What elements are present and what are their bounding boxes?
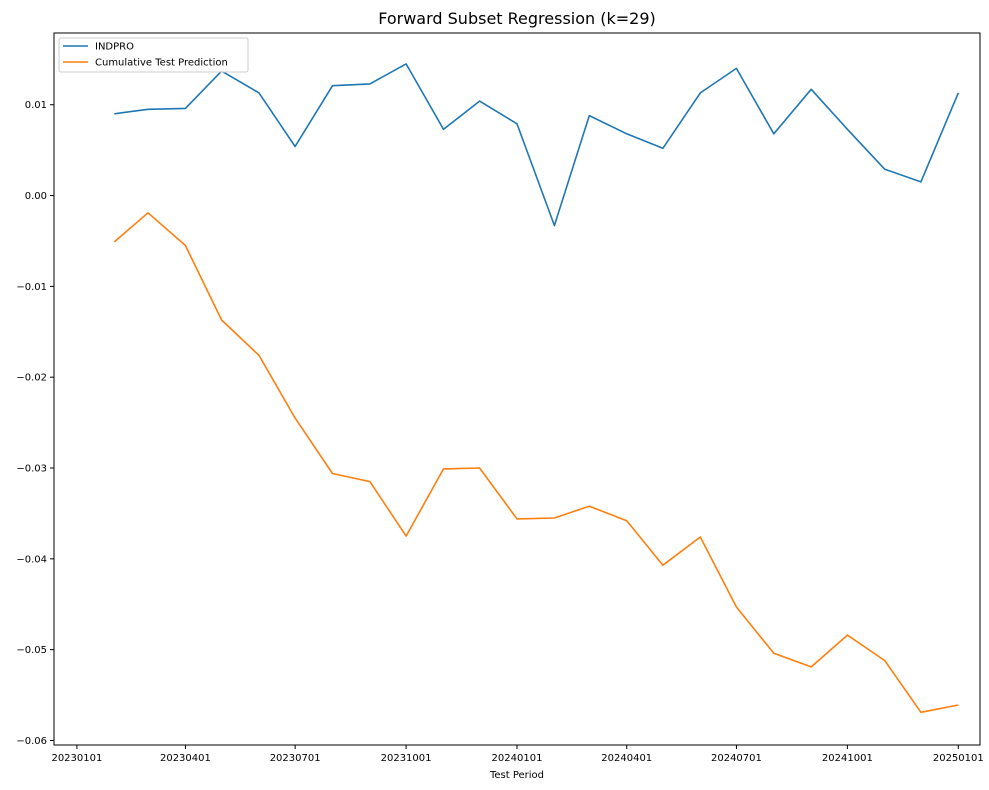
x-axis-label: Test Period: [489, 770, 544, 781]
data-point: [771, 131, 777, 137]
data-point: [330, 83, 336, 89]
data-point: [733, 604, 739, 610]
data-point: [697, 534, 703, 540]
chart-title: Forward Subset Regression (k=29): [378, 9, 656, 28]
y-tick-label: −0.05: [16, 645, 47, 656]
x-tick-label: 20250101: [933, 753, 984, 764]
data-point: [660, 145, 666, 151]
data-point: [477, 465, 483, 471]
data-point: [403, 533, 409, 539]
x-tick-label: 20230401: [160, 753, 211, 764]
data-point: [292, 415, 298, 421]
data-point: [477, 98, 483, 104]
x-tick-label: 20240101: [492, 753, 543, 764]
data-point: [111, 239, 117, 245]
data-point: [256, 352, 262, 358]
x-tick-label: 20231001: [381, 753, 432, 764]
data-point: [111, 111, 117, 117]
x-tick-label: 20240701: [711, 753, 762, 764]
plot-frame: [53, 32, 981, 746]
data-point: [292, 144, 298, 150]
data-point: [918, 709, 924, 715]
x-tick-label: 20230701: [270, 753, 321, 764]
series-line-0: [114, 63, 960, 227]
data-point: [514, 121, 520, 127]
data-point: [844, 126, 850, 132]
y-tick-label: −0.06: [16, 736, 47, 747]
data-point: [697, 90, 703, 96]
data-point: [660, 562, 666, 568]
data-point: [882, 658, 888, 664]
series-line-1: [113, 212, 959, 714]
x-tick-label: 20230101: [51, 753, 102, 764]
legend: INDPRO Cumulative Test Prediction: [58, 37, 249, 73]
y-tick-label: −0.01: [16, 282, 47, 293]
data-point: [771, 650, 777, 656]
x-tick-label: 20241001: [822, 753, 873, 764]
data-point: [882, 166, 888, 172]
data-point: [514, 516, 520, 522]
data-point: [551, 223, 557, 229]
x-axis: 20230101 20230401 20230701 20231001 20240101…: [51, 745, 984, 764]
data-point: [733, 65, 739, 71]
series-layer: [111, 61, 961, 715]
data-point: [844, 632, 850, 638]
data-point: [808, 86, 814, 92]
y-tick-label: 0.01: [25, 100, 47, 111]
data-point: [145, 106, 151, 112]
data-point: [586, 503, 592, 509]
y-tick-label: −0.03: [16, 464, 47, 475]
data-point: [182, 243, 188, 249]
legend-label: Cumulative Test Prediction: [95, 58, 228, 69]
y-axis: 0.01 0.00 −0.01 −0.02 −0.03 −0.04 −0.05 −0.06: [16, 100, 54, 747]
data-point: [145, 210, 151, 216]
data-point: [955, 90, 961, 96]
y-tick-label: 0.00: [25, 191, 47, 202]
legend-label: INDPRO: [95, 42, 134, 53]
y-tick-label: −0.02: [16, 373, 47, 384]
x-tick-label: 20240401: [601, 753, 652, 764]
data-point: [440, 126, 446, 132]
data-point: [624, 518, 630, 524]
data-point: [367, 479, 373, 485]
data-point: [256, 90, 262, 96]
data-point: [808, 664, 814, 670]
data-point: [440, 466, 446, 472]
y-tick-label: −0.04: [16, 554, 47, 565]
data-point: [403, 61, 409, 67]
data-point: [330, 470, 336, 476]
data-point: [624, 131, 630, 137]
plot-area: [54, 33, 980, 745]
data-point: [551, 515, 557, 521]
data-point: [367, 81, 373, 87]
legend-box: [58, 37, 249, 73]
data-point: [586, 113, 592, 119]
data-point: [219, 317, 225, 323]
data-point: [955, 702, 961, 708]
data-point: [182, 105, 188, 111]
data-point: [918, 179, 924, 185]
